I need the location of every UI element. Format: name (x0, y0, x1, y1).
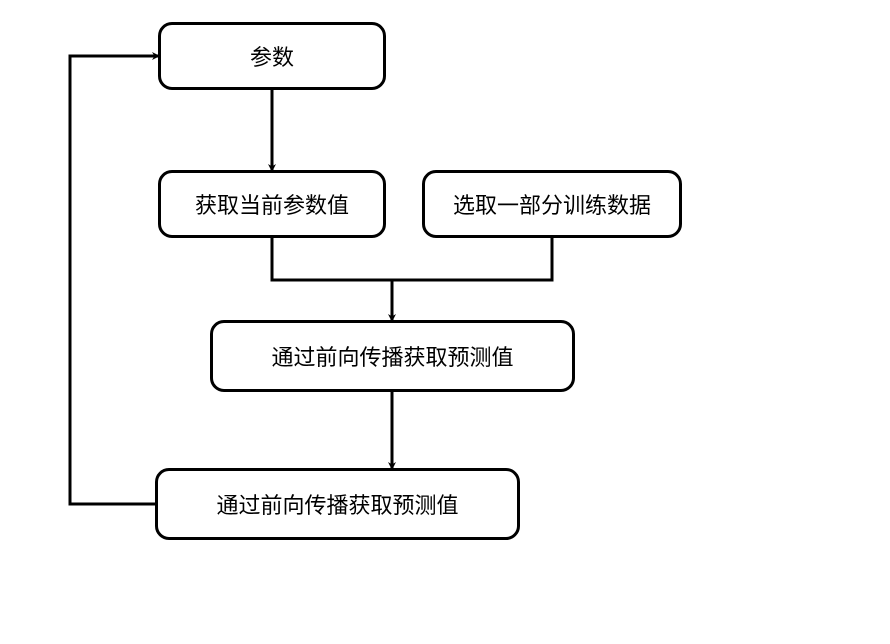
node-label: 通过前向传播获取预测值 (271, 340, 513, 372)
edge-n2-merge (272, 238, 392, 280)
node-forward-2: 通过前向传播获取预测值 (155, 468, 520, 540)
edge-n5-n1 (70, 56, 158, 504)
node-label: 获取当前参数值 (195, 188, 349, 220)
node-label: 通过前向传播获取预测值 (216, 488, 458, 520)
node-forward-1: 通过前向传播获取预测值 (210, 320, 575, 392)
node-label: 选取一部分训练数据 (453, 188, 651, 220)
node-params: 参数 (158, 22, 386, 90)
node-label: 参数 (250, 40, 294, 72)
edge-n3-merge (392, 238, 552, 280)
node-get-params: 获取当前参数值 (158, 170, 386, 238)
node-select-data: 选取一部分训练数据 (422, 170, 682, 238)
